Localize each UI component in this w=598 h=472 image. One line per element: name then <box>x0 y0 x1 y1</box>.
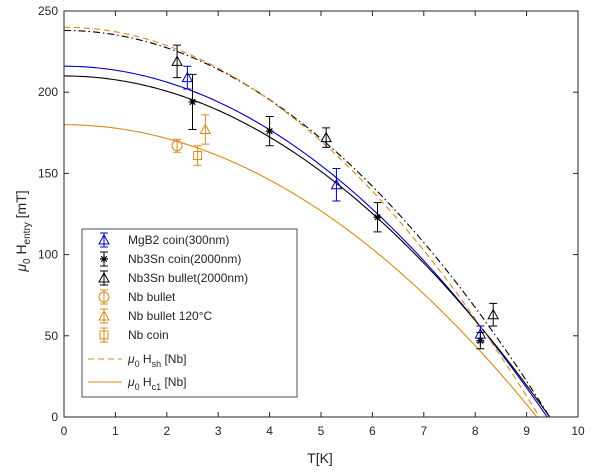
curve-nb-hc1 <box>63 124 538 418</box>
y-tick-label-50: 50 <box>45 329 59 343</box>
y-axis-label-sub0: 0 <box>22 258 33 264</box>
legend-label-4: Nb bullet 120°C <box>128 309 213 323</box>
x-tick-label-9: 9 <box>523 424 530 438</box>
legend-marker-1 <box>100 255 108 263</box>
legend-line-label-part-0-0: μ <box>127 352 135 366</box>
x-tick-label-0: 0 <box>61 424 68 438</box>
marker-s2-p0 <box>171 55 183 66</box>
legend-line-label-part-1-2: H <box>140 375 152 389</box>
legend-errorbar-5 <box>100 327 108 343</box>
legend-marker-2 <box>98 271 110 283</box>
legend-line-label-part-1-0: μ <box>127 375 135 389</box>
x-tick-label-7: 7 <box>420 424 427 438</box>
x-tick-label-3: 3 <box>215 424 222 438</box>
x-tick-label-8: 8 <box>472 424 479 438</box>
legend-label-1: Nb3Sn coin(2000nm) <box>128 252 241 266</box>
legend-line-label-part-1-1: 0 <box>135 382 140 392</box>
y-axis-label: μ0 Hentry [mT] <box>13 190 33 272</box>
errorbar-s2-p1 <box>322 127 331 148</box>
errorbar-s5-p0 <box>193 145 202 166</box>
y-tick-label-200: 200 <box>38 85 58 99</box>
errorbar-s2-p2 <box>489 302 498 327</box>
y-tick-label-250: 250 <box>38 4 58 18</box>
legend-box <box>81 228 298 398</box>
errorbar-s2-p0 <box>173 44 182 79</box>
x-tick-label-5: 5 <box>318 424 325 438</box>
legend-line-label-1: μ0 Hc1 [Nb] <box>127 375 186 392</box>
marker-s1-p3 <box>476 336 485 345</box>
legend-line-label-part-0-4: [Nb] <box>161 352 186 366</box>
curve-nb3sn-bullet-fit <box>63 29 551 418</box>
x-tick-label-4: 4 <box>266 424 273 438</box>
marker-s2-p2 <box>487 308 500 320</box>
fit-curves <box>63 26 551 418</box>
legend-label-5: Nb coin <box>128 328 169 342</box>
y-tick-label-100: 100 <box>38 248 58 262</box>
errorbar-s0-p0 <box>183 65 192 90</box>
legend-line-label-0: μ0 Hsh [Nb] <box>127 352 186 369</box>
y-tick-label-150: 150 <box>38 166 58 180</box>
errorbar-s4-p0 <box>201 114 210 145</box>
x-axis-label: T[K] <box>307 450 333 466</box>
legend-marker-5 <box>99 330 109 340</box>
y-axis-label-h: H <box>13 244 29 258</box>
curve-nb3sn-coin-fit <box>63 75 551 418</box>
y-axis-label-unit: [mT] <box>13 190 29 222</box>
legend-marker-3 <box>98 291 110 303</box>
x-tick-label-1: 1 <box>112 424 119 438</box>
marker-s1-p1 <box>265 127 274 136</box>
legend-line-label-part-0-1: 0 <box>135 359 140 369</box>
legend-label-3: Nb bullet <box>128 290 176 304</box>
legend-label-0: MgB2 coin(300nm) <box>128 233 229 247</box>
legend-marker-4 <box>98 309 110 321</box>
data-points <box>171 44 500 350</box>
legend-marker-0 <box>98 233 110 245</box>
legend: MgB2 coin(300nm) Nb3Sn coin(2000nm) Nb3Sn … <box>81 228 298 398</box>
marker-s2-p1 <box>320 131 332 143</box>
legend-line-label-part-0-2: H <box>140 352 152 366</box>
y-axis-label-sub1: entry <box>22 222 33 244</box>
legend-line-label-part-1-3: c1 <box>152 382 162 392</box>
y-tick-label-0: 0 <box>51 410 58 424</box>
legend-line-label-part-0-3: sh <box>152 359 162 369</box>
marker-s1-p0 <box>188 97 197 106</box>
curve-nb-hsh <box>63 26 540 418</box>
legend-label-2: Nb3Sn bullet(2000nm) <box>128 271 248 285</box>
marker-s1-p2 <box>373 213 382 222</box>
marker-s0-p1 <box>330 178 343 190</box>
marker-s5-p0 <box>193 151 203 161</box>
marker-s3-p0 <box>171 140 183 152</box>
x-tick-label-6: 6 <box>369 424 376 438</box>
x-tick-label-2: 2 <box>163 424 170 438</box>
errorbar-s0-p1 <box>332 168 341 202</box>
y-axis-label-mu: μ <box>13 264 29 273</box>
x-tick-label-10: 10 <box>571 424 585 438</box>
errorbar-s3-p0 <box>173 138 182 153</box>
marker-s0-p0 <box>181 71 194 83</box>
marker-s4-p0 <box>199 123 212 135</box>
legend-line-label-part-1-4: [Nb] <box>161 375 186 389</box>
